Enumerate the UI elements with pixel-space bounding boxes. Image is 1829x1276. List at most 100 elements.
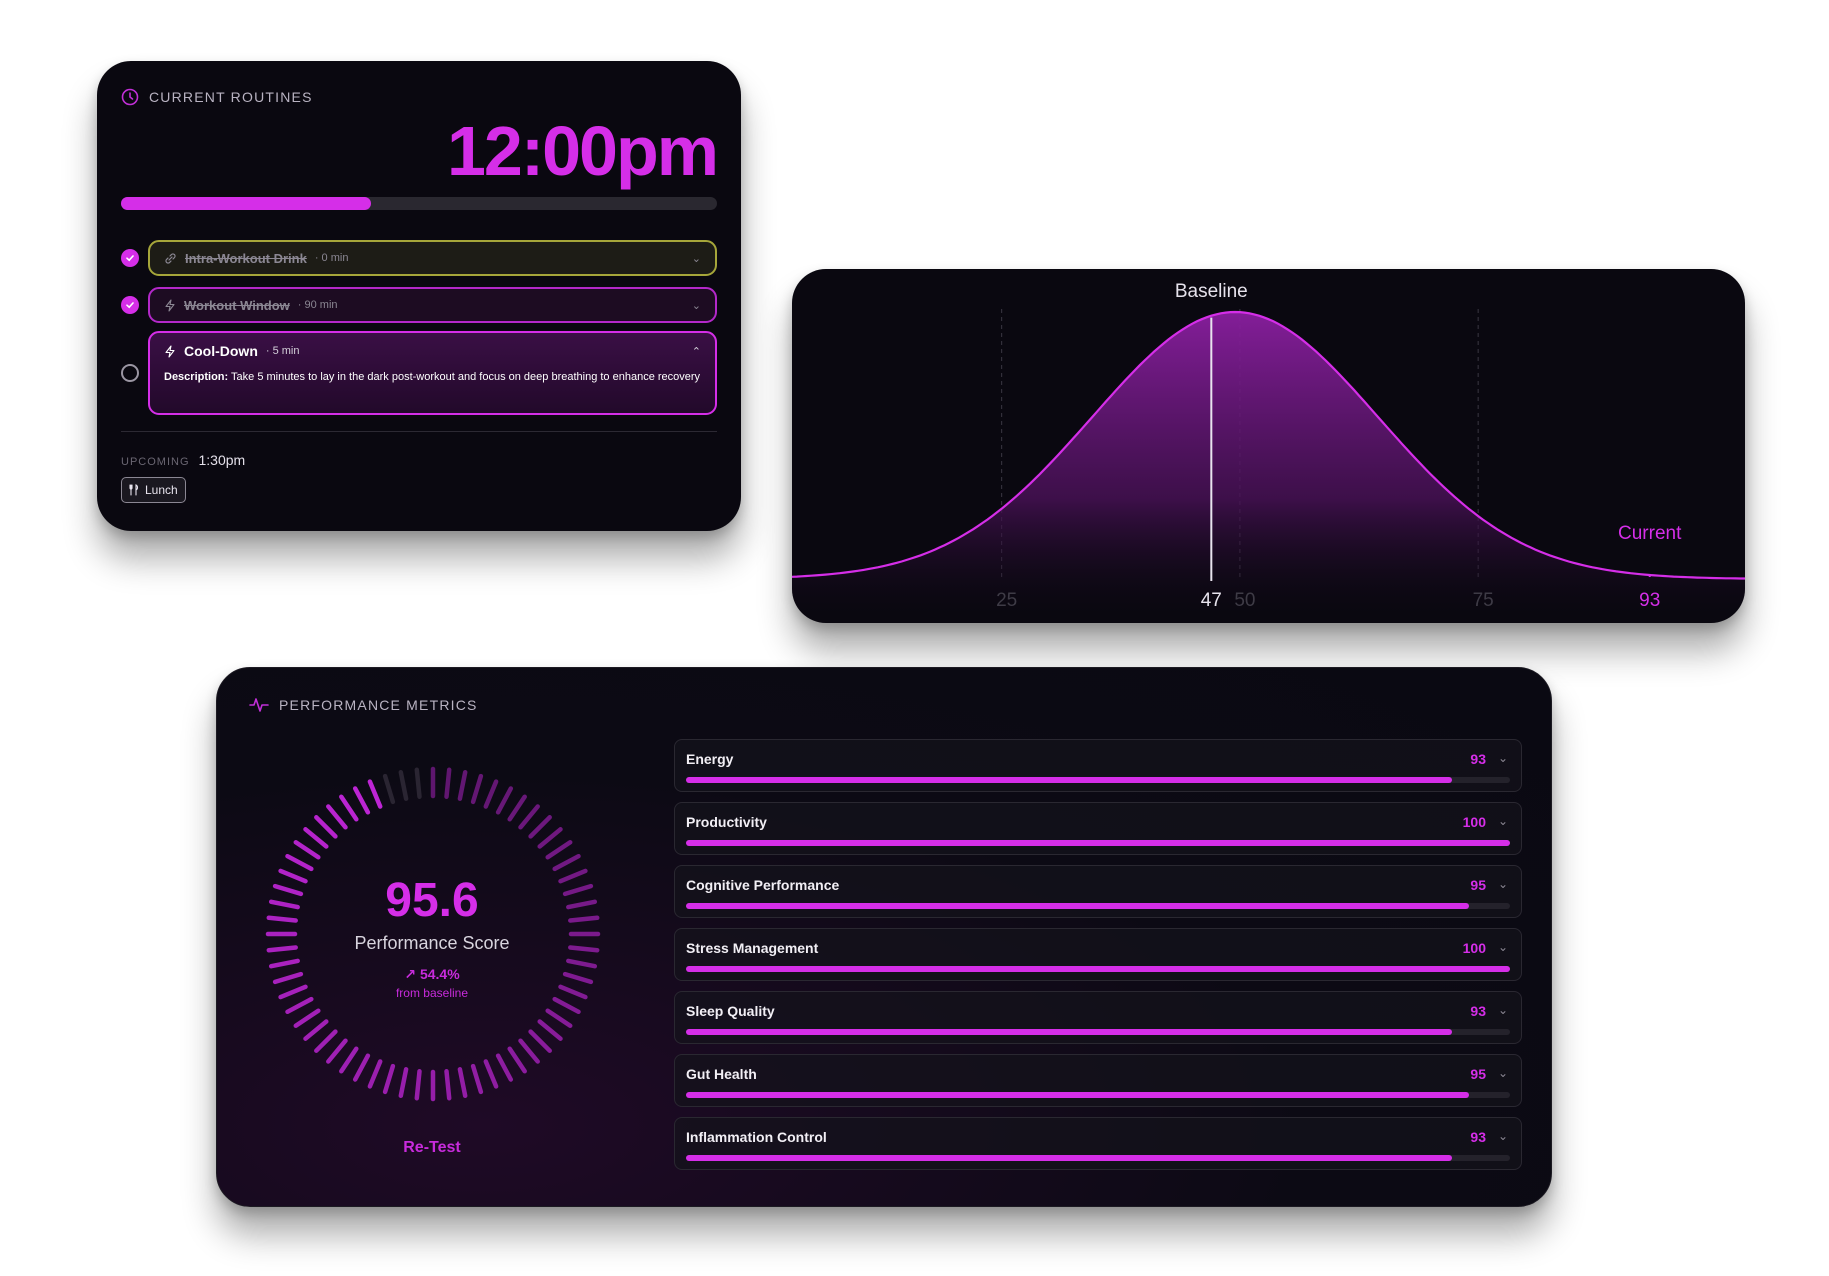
retest-button[interactable]: Re-Test	[403, 1139, 461, 1156]
gauge-tick	[278, 984, 308, 1000]
gauge-tick	[314, 1029, 338, 1053]
upcoming-item-label: Lunch	[145, 483, 178, 497]
chevron-down-icon[interactable]: ⌄	[1497, 877, 1508, 891]
metric-row-cognitive-performance[interactable]: Cognitive Performance 95 ⌄	[674, 865, 1522, 918]
task-name: Intra-Workout Drink	[185, 250, 307, 266]
gauge-tick	[552, 853, 581, 872]
lightning-icon	[165, 298, 175, 312]
performance-score-value: 95.6	[385, 874, 479, 927]
metric-value: 100	[1462, 940, 1486, 956]
gauge-tick	[518, 804, 540, 830]
clock-icon	[121, 88, 139, 106]
gauge-tick	[382, 1063, 396, 1095]
performance-score-label: Performance Score	[354, 933, 510, 953]
gauge-tick	[326, 804, 348, 830]
metric-row-productivity[interactable]: Productivity 100 ⌄	[674, 802, 1522, 855]
metric-value: 95	[1470, 1066, 1486, 1082]
gauge-tick	[272, 883, 304, 897]
gauge-tick	[495, 786, 514, 815]
performance-gauge	[265, 766, 601, 1102]
upcoming-section: UPCOMING 1:30pm	[121, 452, 245, 468]
gauge-tick	[568, 915, 600, 923]
tick-label-50: 50	[1234, 590, 1255, 611]
chevron-up-icon[interactable]: ⌃	[691, 345, 701, 358]
metric-name: Cognitive Performance	[686, 877, 840, 893]
metric-row-stress-management[interactable]: Stress Management 100 ⌄	[674, 928, 1522, 981]
routine-progress-bar	[121, 197, 717, 210]
task-intra-workout-drink[interactable]: Intra-Workout Drink · 0 min ⌄	[148, 240, 717, 276]
task-name: Cool-Down	[184, 343, 258, 359]
performance-header: PERFORMANCE METRICS	[249, 697, 478, 713]
chevron-down-icon[interactable]: ⌄	[1497, 1129, 1508, 1143]
task-description: Description: Take 5 minutes to lay in th…	[164, 369, 701, 386]
metric-value: 93	[1470, 1003, 1486, 1019]
check-icon	[126, 255, 134, 262]
metric-value: 100	[1462, 814, 1486, 830]
metric-bar-track	[686, 903, 1510, 909]
task-cool-down[interactable]: Cool-Down · 5 min ⌃ Description: Take 5 …	[148, 331, 717, 415]
metric-bar-fill	[686, 777, 1453, 783]
metric-bar-fill	[686, 840, 1510, 846]
gauge-tick	[326, 1038, 348, 1064]
chevron-down-icon[interactable]: ⌄	[1497, 1066, 1508, 1080]
description-label: Description:	[164, 371, 229, 383]
current-time: 12:00pm	[446, 112, 719, 190]
gauge-tick	[414, 1069, 422, 1101]
performance-title: PERFORMANCE METRICS	[279, 697, 478, 713]
metric-row-energy[interactable]: Energy 93 ⌄	[674, 739, 1522, 792]
gauge-tick	[266, 915, 298, 923]
gauge-tick	[268, 899, 300, 910]
metric-bar-track	[686, 777, 1510, 783]
upcoming-lunch-chip[interactable]: Lunch	[121, 477, 186, 503]
chevron-down-icon[interactable]: ⌄	[1497, 940, 1508, 954]
chevron-down-icon[interactable]: ⌄	[1497, 751, 1508, 765]
link-icon	[165, 252, 176, 264]
chevron-down-icon[interactable]: ⌄	[691, 299, 701, 312]
performance-metrics-card: PERFORMANCE METRICS 95.6 Performance Sco…	[216, 667, 1552, 1207]
divider	[121, 431, 717, 432]
task-workout-window[interactable]: Workout Window · 90 min ⌄	[148, 287, 717, 323]
metric-name: Stress Management	[686, 940, 819, 956]
chevron-down-icon[interactable]: ⌄	[1497, 1003, 1508, 1017]
task-duration: · 0 min	[314, 252, 349, 264]
distribution-curve	[792, 310, 1745, 580]
metric-row-inflammation-control[interactable]: Inflammation Control 93 ⌄	[674, 1117, 1522, 1170]
task-row: Cool-Down · 5 min ⌃ Description: Take 5 …	[121, 331, 717, 415]
metric-name: Gut Health	[686, 1066, 757, 1082]
gauge-tick	[278, 868, 308, 884]
lightning-icon	[165, 344, 175, 358]
gauge-tick	[507, 1046, 527, 1074]
chevron-down-icon[interactable]: ⌄	[1497, 814, 1508, 828]
gauge-tick	[528, 815, 552, 839]
current-label: Current	[1618, 523, 1682, 544]
task-checkbox-checked[interactable]	[121, 296, 139, 314]
gauge-tick	[303, 827, 329, 849]
gauge-tick	[457, 769, 468, 801]
gauge-tick	[398, 1067, 409, 1099]
metric-row-sleep-quality[interactable]: Sleep Quality 93 ⌄	[674, 991, 1522, 1044]
task-checkbox-checked[interactable]	[121, 249, 139, 267]
gauge-tick	[566, 958, 598, 969]
chevron-down-icon[interactable]: ⌄	[691, 252, 701, 265]
gauge-tick	[537, 1019, 563, 1041]
gauge-tick	[558, 984, 588, 1000]
gauge-tick	[398, 769, 409, 801]
baseline-distribution-chart: Baseline Current 25 50 75 47 93	[792, 269, 1745, 623]
gauge-tick	[367, 779, 383, 809]
gauge-tick	[293, 840, 321, 860]
gauge-tick	[352, 786, 371, 815]
check-icon	[126, 302, 134, 309]
task-row: Intra-Workout Drink · 0 min ⌄	[121, 240, 717, 276]
task-checkbox-unchecked[interactable]	[121, 364, 139, 382]
gauge-tick	[545, 1008, 573, 1028]
metric-name: Sleep Quality	[686, 1003, 775, 1019]
metric-row-gut-health[interactable]: Gut Health 95 ⌄	[674, 1054, 1522, 1107]
gauge-tick	[382, 773, 396, 805]
gauge-tick	[552, 996, 581, 1015]
gauge-tick	[285, 996, 314, 1015]
task-duration: · 90 min	[297, 299, 338, 311]
gauge-tick	[293, 1008, 321, 1028]
utensils-icon	[129, 484, 139, 496]
task-row: Workout Window · 90 min ⌄	[121, 287, 717, 323]
gauge-tick	[528, 1029, 552, 1053]
